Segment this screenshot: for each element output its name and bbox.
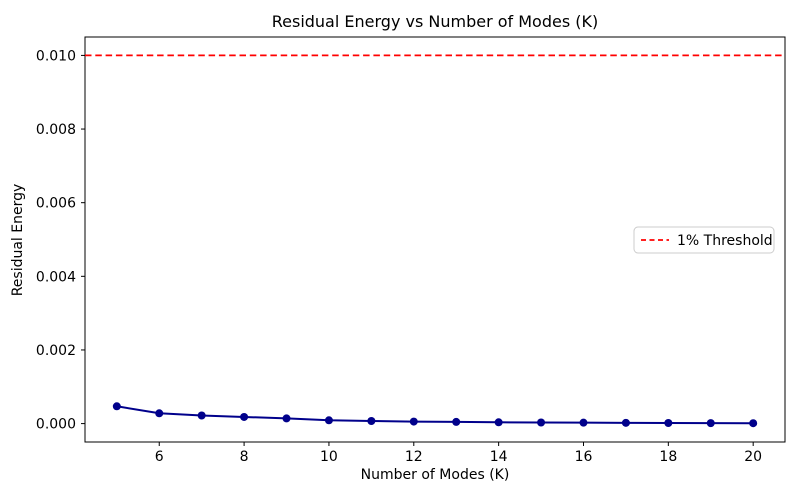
data-point (324, 416, 333, 425)
x-axis-ticks: 6 8 10 12 14 16 18 20 (155, 442, 762, 465)
plot-area-border (84, 36, 786, 443)
data-point (367, 417, 376, 426)
chart-title: Residual Energy vs Number of Modes (K) (272, 12, 599, 31)
y-tick-label: 0.010 (36, 48, 76, 64)
data-point (197, 411, 206, 420)
data-point (621, 418, 630, 427)
x-axis-label: Number of Modes (K) (361, 467, 510, 483)
data-point-markers (112, 402, 758, 428)
data-point (282, 414, 291, 423)
data-point (409, 417, 418, 426)
y-axis-label: Residual Energy (10, 184, 26, 297)
data-point (706, 419, 715, 428)
data-point (240, 412, 249, 421)
data-point (112, 402, 121, 411)
y-tick-label: 0.008 (36, 122, 76, 138)
x-tick-label: 16 (575, 449, 593, 465)
data-point (664, 419, 673, 428)
y-tick-label: 0.006 (36, 196, 76, 212)
data-point (452, 417, 461, 426)
x-tick-label: 18 (659, 449, 677, 465)
y-tick-label: 0.000 (36, 417, 76, 433)
data-point (155, 409, 164, 418)
x-tick-label: 14 (490, 449, 508, 465)
data-point (579, 418, 588, 427)
x-tick-label: 8 (240, 449, 249, 465)
x-tick-label: 12 (405, 449, 423, 465)
legend-label: 1% Threshold (677, 233, 773, 249)
y-tick-label: 0.002 (36, 343, 76, 359)
y-tick-label: 0.004 (36, 269, 76, 285)
data-point (537, 418, 546, 427)
y-axis-ticks: 0.000 0.002 0.004 0.006 0.008 0.010 (36, 48, 85, 433)
data-point (749, 419, 758, 428)
residual-energy-line (116, 405, 754, 425)
x-tick-label: 6 (155, 449, 164, 465)
legend-box (633, 226, 775, 254)
x-tick-label: 10 (320, 449, 338, 465)
data-point (494, 418, 503, 427)
legend: 1% Threshold (633, 226, 775, 254)
x-tick-label: 20 (744, 449, 762, 465)
